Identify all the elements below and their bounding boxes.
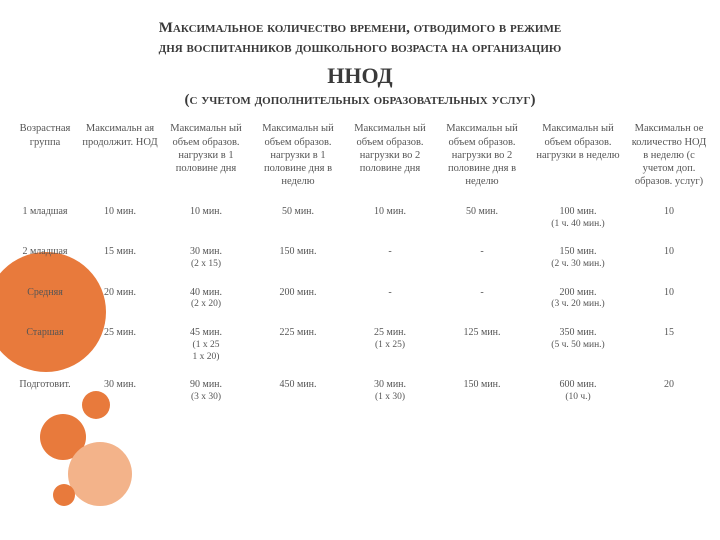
table-cell: 150 мин.(2 ч. 30 мин.): [528, 238, 628, 278]
table-col-header: Максимальн ый объем образов. нагрузки в …: [252, 120, 344, 198]
table-cell-sub: (3 ч. 20 мин.): [530, 299, 626, 311]
table-cell: 150 мин.: [252, 238, 344, 278]
page-title: Максимальное количество времени, отводим…: [0, 0, 720, 116]
title-big: ННОД: [40, 61, 680, 91]
table-cell-sub: (1 х 25): [346, 340, 434, 352]
table-cell: 200 мин.: [252, 279, 344, 319]
table-cell: 10 мин.: [80, 198, 160, 238]
table-cell: 30 мин.(2 х 15): [160, 238, 252, 278]
table-col-header: Максимальн ый объем образов. нагрузки во…: [436, 120, 528, 198]
circle-decoration: [40, 414, 86, 460]
table-cell: 350 мин.(5 ч. 50 мин.): [528, 319, 628, 371]
table-cell: 15 мин.: [80, 238, 160, 278]
table-cell: 10: [628, 279, 710, 319]
title-line1: Максимальное количество времени, отводим…: [159, 20, 561, 36]
table-cell: 25 мин.(1 х 25): [344, 319, 436, 371]
title-line2: дня воспитанников дошкольного возраста н…: [159, 40, 562, 56]
table-cell-sub: (10 ч.): [530, 392, 626, 404]
table-col-header: Максимальн ый объем образов. нагрузки в …: [528, 120, 628, 198]
table-cell: 200 мин.(3 ч. 20 мин.): [528, 279, 628, 319]
table-col-header: Максимальн ый объем образов. нагрузки в …: [160, 120, 252, 198]
table-cell: Средняя: [10, 279, 80, 319]
table-row: Подготовит.30 мин.90 мин.(3 х 30)450 мин…: [10, 371, 710, 411]
table-col-header: Максимальн ый объем образов. нагрузки во…: [344, 120, 436, 198]
table-cell: -: [344, 279, 436, 319]
table-cell: 30 мин.: [80, 371, 160, 411]
table-cell: 15: [628, 319, 710, 371]
table-row: Средняя20 мин.40 мин.(2 х 20)200 мин.--2…: [10, 279, 710, 319]
table-cell: 90 мин.(3 х 30): [160, 371, 252, 411]
table-cell-sub: (5 ч. 50 мин.): [530, 340, 626, 352]
table-cell: 50 мин.: [252, 198, 344, 238]
table-cell: Старшая: [10, 319, 80, 371]
table-cell-sub: 1 х 20): [162, 352, 250, 364]
table-cell: 20 мин.: [80, 279, 160, 319]
table-row: 2 младшая15 мин.30 мин.(2 х 15)150 мин.-…: [10, 238, 710, 278]
table-row: Старшая25 мин.45 мин.(1 х 251 х 20)225 м…: [10, 319, 710, 371]
table-cell: 10: [628, 198, 710, 238]
table-col-header: Возрастная группа: [10, 120, 80, 198]
table-cell: 30 мин.(1 х 30): [344, 371, 436, 411]
table-cell: -: [344, 238, 436, 278]
table-cell: -: [436, 238, 528, 278]
table-cell: 2 младшая: [10, 238, 80, 278]
table-header-row: Возрастная группаМаксимальн ая продолжит…: [10, 120, 710, 198]
table-cell: 45 мин.(1 х 251 х 20): [160, 319, 252, 371]
table-cell-sub: (1 ч. 40 мин.): [530, 219, 626, 231]
circle-decoration: [53, 484, 75, 506]
circle-decoration: [68, 442, 132, 506]
table-cell-sub: (2 х 15): [162, 259, 250, 271]
table-cell: -: [436, 279, 528, 319]
table-col-header: Максимальн ая продолжит. НОД: [80, 120, 160, 198]
table-cell: 225 мин.: [252, 319, 344, 371]
table-cell: 100 мин.(1 ч. 40 мин.): [528, 198, 628, 238]
table-cell-sub: (2 ч. 30 мин.): [530, 259, 626, 271]
table-cell-sub: (2 х 20): [162, 299, 250, 311]
title-line3: (с учетом дополнительных образовательных…: [185, 92, 536, 108]
table-cell: 25 мин.: [80, 319, 160, 371]
table-row: 1 младшая10 мин.10 мин.50 мин.10 мин.50 …: [10, 198, 710, 238]
table-cell-sub: (3 х 30): [162, 392, 250, 404]
table-cell: 1 младшая: [10, 198, 80, 238]
table-cell-sub: (1 х 25: [162, 340, 250, 352]
table-cell: 150 мин.: [436, 371, 528, 411]
table-cell: 10 мин.: [344, 198, 436, 238]
table-cell: 40 мин.(2 х 20): [160, 279, 252, 319]
table-cell: 20: [628, 371, 710, 411]
table-cell: Подготовит.: [10, 371, 80, 411]
table-cell: 450 мин.: [252, 371, 344, 411]
table-col-header: Максимальн ое количество НОД в неделю (с…: [628, 120, 710, 198]
table-cell-sub: (1 х 30): [346, 392, 434, 404]
schedule-table: Возрастная группаМаксимальн ая продолжит…: [10, 120, 710, 411]
table-cell: 125 мин.: [436, 319, 528, 371]
table-cell: 50 мин.: [436, 198, 528, 238]
table-cell: 10 мин.: [160, 198, 252, 238]
table-cell: 600 мин.(10 ч.): [528, 371, 628, 411]
table-cell: 10: [628, 238, 710, 278]
